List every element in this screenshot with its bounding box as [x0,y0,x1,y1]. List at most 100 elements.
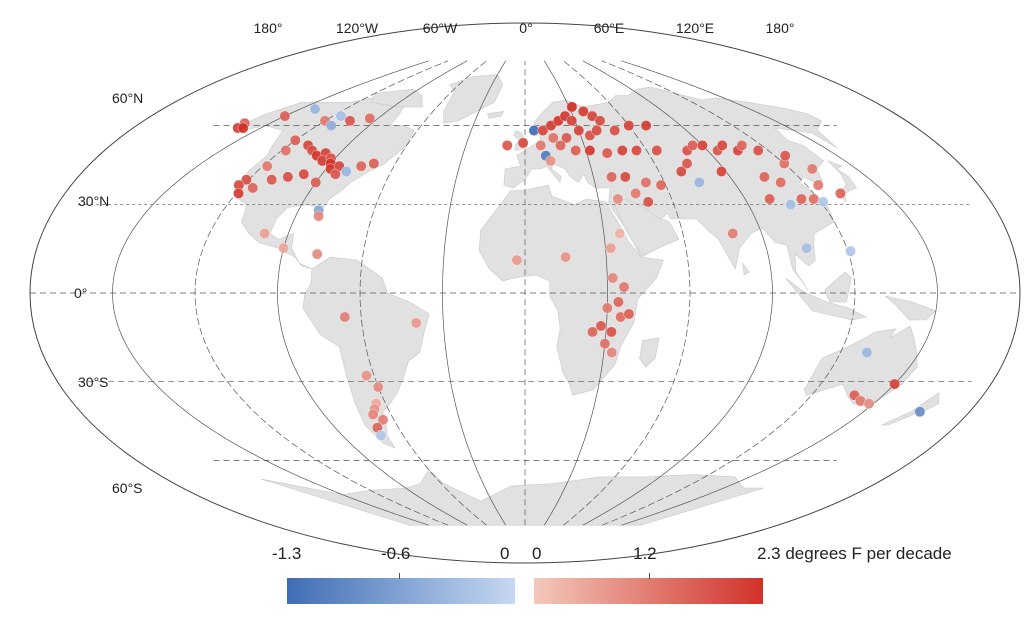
legend-pos-mid-label: 1.2 [633,544,657,563]
station-marker [693,176,705,188]
station-marker [812,179,824,191]
station-marker [651,145,663,156]
legend-tick [399,573,400,579]
station-marker [606,326,617,338]
station-marker [630,187,642,199]
station-marker [655,179,667,191]
station-marker [535,139,547,151]
station-marker [759,171,770,183]
station-marker [573,125,585,136]
station-marker [640,120,652,132]
station-marker [727,228,739,239]
lon-label-120w: 120°W [335,20,379,36]
station-marker [313,210,324,222]
legend-tick [649,573,650,579]
lon-label-180w: 180° [253,20,283,36]
station-marker [547,132,559,144]
station-marker [311,248,323,260]
station-marker [623,308,635,320]
land-new-guinea [885,295,937,321]
station-marker [279,110,291,122]
station-marker [889,378,900,390]
station-marker [368,158,380,169]
station-marker [364,113,376,124]
station-marker [752,145,764,156]
station-marker [237,122,249,134]
station-marker [687,139,698,151]
station-marker [372,381,384,393]
station-marker [785,199,796,211]
land-new-zealand [881,392,940,426]
station-marker [367,409,379,420]
station-marker [247,182,259,194]
station-marker [642,196,654,208]
station-marker [595,320,607,332]
lon-label-0: 0° [519,20,533,36]
station-marker [681,158,693,169]
legend-positive-colorbar [534,578,763,604]
station-marker [817,196,829,208]
legend-neg-min-label: -1.3 [272,544,302,563]
legend-pos-min-label: 0 [532,544,542,563]
station-marker [806,163,818,175]
station-marker [584,145,596,156]
station-marker [410,317,422,329]
station-marker [577,106,589,117]
land-borneo [824,271,852,303]
station-marker [779,150,791,162]
meridian-line [112,60,429,526]
station-marker [566,115,578,127]
land-greenland [443,74,504,124]
land-sri-lanka [742,262,750,276]
station-marker [545,155,556,167]
station-marker [801,242,812,254]
station-marker [606,347,618,358]
station-marker [355,160,367,172]
land-arabia [614,198,680,255]
station-marker [278,242,289,254]
meridian-line [621,60,938,526]
station-marker [863,398,875,409]
legend-negative-colorbar [287,578,515,604]
station-marker [280,145,292,156]
legend-neg-mid-label: -0.6 [381,544,411,563]
legend-neg-max-label: 0 [500,544,510,563]
station-marker [511,254,523,266]
station-marker [566,101,578,113]
station-marker [266,174,278,186]
station-marker [335,110,347,122]
station-marker [375,430,387,441]
station-marker [261,160,273,172]
meridian-line [442,60,506,526]
station-marker [835,187,846,199]
station-marker [640,176,652,188]
lon-label-180e: 180° [765,20,795,36]
station-marker [517,137,529,149]
station-marker [914,406,926,418]
station-marker [501,139,513,151]
station-marker [599,338,611,350]
station-marker [329,168,341,180]
station-marker [607,272,619,284]
station-marker [282,171,294,183]
lon-label-60e: 60°E [593,20,625,36]
station-marker [616,145,628,156]
meridian-line [359,60,487,526]
station-marker [716,166,727,177]
meridian-line [194,60,449,526]
station-marker [614,228,626,239]
station-marker [259,228,270,239]
meridian-line [277,60,468,526]
station-marker [764,193,775,205]
station-marker [233,187,244,199]
station-marker [613,296,624,308]
station-marker [289,134,301,146]
station-marker [606,171,617,183]
station-marker [537,125,549,136]
station-marker [560,251,571,263]
station-marker [310,176,322,188]
station-marker [612,193,624,205]
station-marker [631,145,642,156]
land-iceland [486,111,505,119]
